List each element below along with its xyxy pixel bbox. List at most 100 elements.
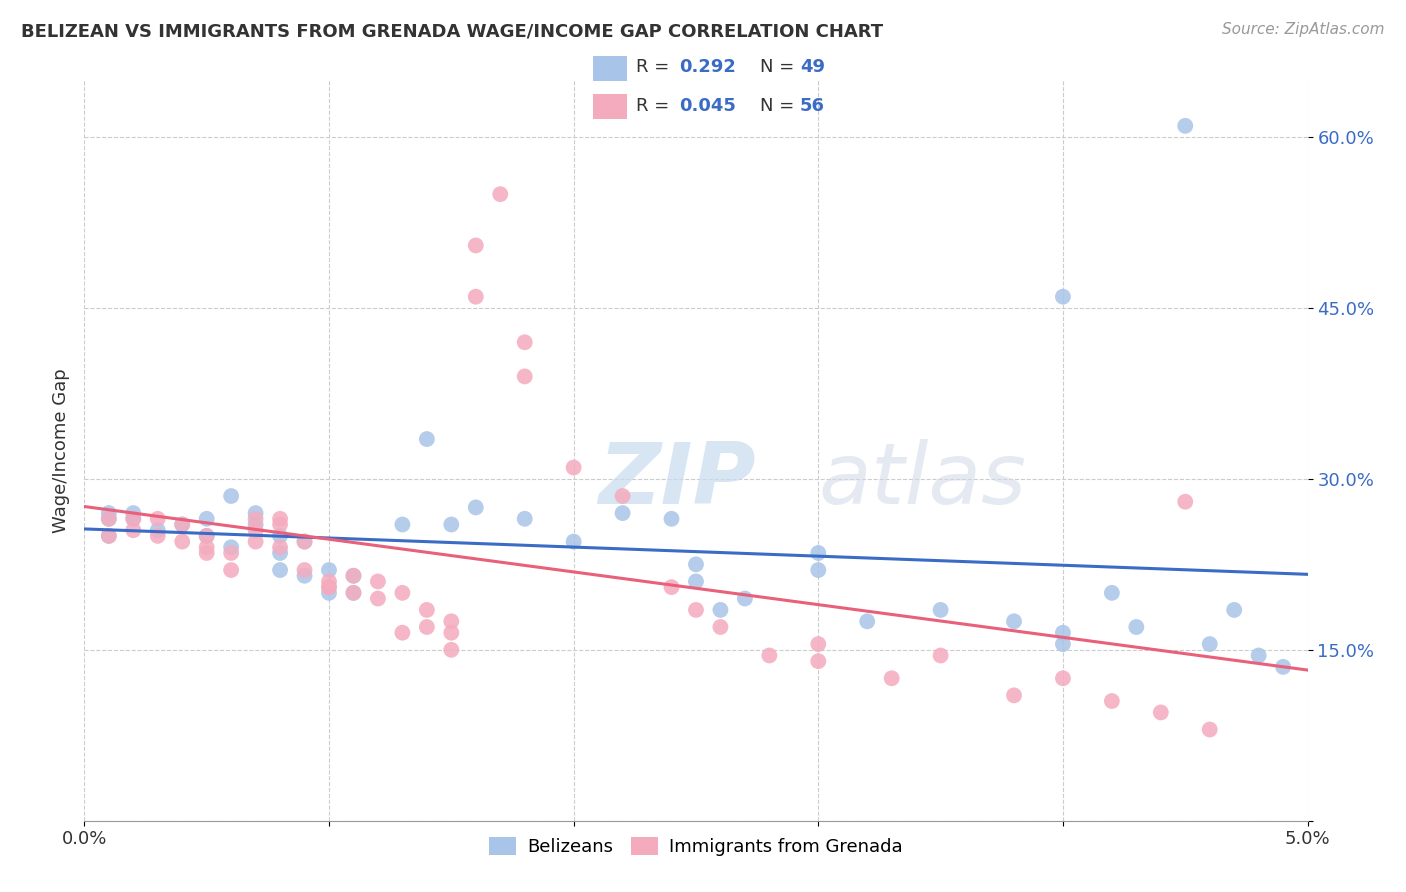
Point [219,541,242,555]
Text: BELIZEAN VS IMMIGRANTS FROM GRENADA WAGE/INCOME GAP CORRELATION CHART: BELIZEAN VS IMMIGRANTS FROM GRENADA WAGE… [21,22,883,40]
Point [612,489,634,503]
Point [122,523,145,537]
Point [294,534,316,549]
Text: atlas: atlas [818,439,1026,522]
Point [367,574,389,589]
Point [318,563,340,577]
Point [1198,637,1220,651]
Point [318,574,340,589]
Point [464,238,486,252]
Point [880,671,903,685]
Point [1125,620,1147,634]
Point [1150,706,1173,720]
Point [318,580,340,594]
Point [245,512,267,526]
Point [318,580,340,594]
Point [172,534,194,549]
Text: 0.292: 0.292 [679,59,737,77]
Point [269,512,291,526]
Point [440,615,463,629]
Point [146,529,169,543]
Point [685,574,707,589]
Point [1002,615,1025,629]
Point [269,541,291,555]
Point [97,529,120,543]
Point [734,591,756,606]
Point [391,625,413,640]
Point [513,335,536,350]
Point [709,603,731,617]
Text: 49: 49 [800,59,825,77]
Point [391,586,413,600]
Point [269,563,291,577]
Point [342,568,364,582]
Point [342,586,364,600]
Point [464,500,486,515]
Point [245,534,267,549]
Legend: Belizeans, Immigrants from Grenada: Belizeans, Immigrants from Grenada [482,830,910,863]
Point [195,529,218,543]
Point [612,506,634,520]
Point [661,580,683,594]
Point [685,558,707,572]
Point [97,506,120,520]
Point [97,512,120,526]
Point [440,517,463,532]
Point [342,586,364,600]
Point [195,541,218,555]
Bar [593,94,627,120]
Point [122,512,145,526]
Point [1002,689,1025,703]
Point [440,642,463,657]
Text: 56: 56 [800,97,825,115]
Point [513,512,536,526]
Point [1052,290,1074,304]
Point [1247,648,1270,663]
Point [269,546,291,560]
Point [929,603,952,617]
Point [318,586,340,600]
Point [294,563,316,577]
Point [245,523,267,537]
Point [416,432,439,446]
Point [513,369,536,384]
Point [685,603,707,617]
Point [146,523,169,537]
Point [269,529,291,543]
Text: 0.045: 0.045 [679,97,737,115]
Point [195,546,218,560]
Point [122,506,145,520]
Point [122,512,145,526]
Point [342,568,364,582]
Point [1052,637,1074,651]
Point [1101,586,1123,600]
Point [856,615,879,629]
Point [1101,694,1123,708]
Text: R =: R = [636,97,675,115]
Point [195,529,218,543]
Point [1198,723,1220,737]
Point [661,512,683,526]
Point [97,512,120,526]
Point [562,460,585,475]
Point [391,517,413,532]
Point [294,534,316,549]
Bar [593,55,627,81]
Point [294,568,316,582]
Point [97,529,120,543]
Point [1052,671,1074,685]
Point [269,517,291,532]
Text: Source: ZipAtlas.com: Source: ZipAtlas.com [1222,22,1385,37]
Point [219,489,242,503]
Point [807,563,830,577]
Text: ZIP: ZIP [598,439,756,522]
Point [195,512,218,526]
Point [758,648,780,663]
Point [1174,119,1197,133]
Point [146,512,169,526]
Point [245,506,267,520]
Point [172,517,194,532]
Point [367,591,389,606]
Point [929,648,952,663]
Point [807,546,830,560]
